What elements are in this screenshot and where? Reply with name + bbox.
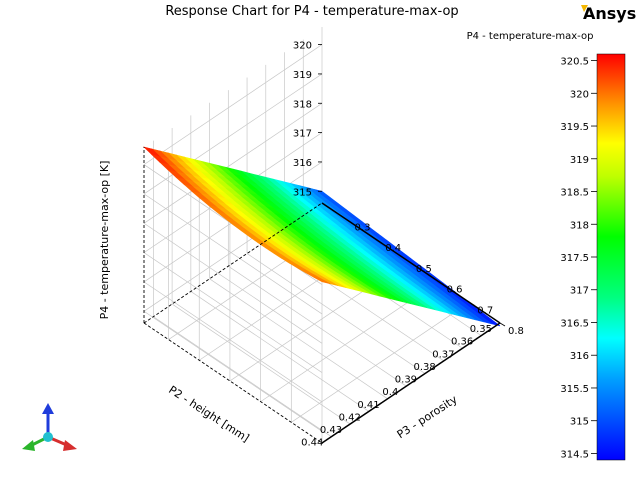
x-tick-mark <box>494 322 501 327</box>
grid-line <box>209 278 388 400</box>
front-right-base-edge <box>321 322 501 444</box>
x-tick-label: 0.38 <box>414 362 436 373</box>
x-tick-label: 0.36 <box>451 337 473 348</box>
z-tick-label: 319 <box>293 70 312 81</box>
legend-tick-label: 318 <box>570 220 589 231</box>
y-tick-label: 0.8 <box>508 326 524 337</box>
legend: P4 - temperature-max-op 320.5 320 319.5 319… <box>467 31 626 461</box>
y-tick-label: 0.6 <box>447 285 463 296</box>
x-tick-mark <box>363 411 370 415</box>
legend-tick-label: 318.5 <box>560 188 589 199</box>
x-tick-label: 0.42 <box>339 412 361 423</box>
y-axis-label: P3 - porosity <box>395 393 460 442</box>
y-tick-label: 0.4 <box>385 243 401 254</box>
x-tick-mark <box>382 398 388 403</box>
grid-line <box>143 103 323 344</box>
legend-tick-label: 314.5 <box>560 449 589 460</box>
axis-ticks: 3153163173183193200.350.360.370.380.390.… <box>293 41 524 449</box>
grid-line <box>153 316 332 437</box>
x-tick-label: 0.4 <box>382 387 398 398</box>
grid-line <box>291 302 470 423</box>
x-tick-mark <box>476 335 482 339</box>
orientation-triad[interactable] <box>22 403 77 451</box>
x-tick-mark <box>344 423 351 428</box>
triad-origin <box>43 432 53 442</box>
back-right-base-edge <box>143 322 323 444</box>
x-tick-mark <box>326 436 332 441</box>
grid-line <box>190 291 370 412</box>
surface-cell <box>313 277 331 284</box>
grid-line <box>246 253 426 374</box>
triad-z-arrow <box>42 403 54 414</box>
legend-tick-label: 319 <box>570 155 589 166</box>
legend-tick-label: 315.5 <box>560 384 589 395</box>
legend-tick-label: 317 <box>570 286 589 297</box>
legend-tick-label: 320 <box>570 89 589 100</box>
x-tick-label: 0.41 <box>357 400 379 411</box>
legend-tick-label: 315 <box>570 417 589 428</box>
z-tick-label: 318 <box>293 99 312 110</box>
chart-title: Response Chart for P4 - temperature-max-… <box>165 4 458 19</box>
legend-tick-label: 319.5 <box>560 122 589 133</box>
y-tick-mark <box>377 239 383 244</box>
x-tick-mark <box>419 373 426 377</box>
x-tick-label: 0.37 <box>432 349 454 360</box>
x-tick-label: 0.39 <box>395 375 417 386</box>
x-axis-label: P2 - height [mm] <box>166 383 251 445</box>
legend-title: P4 - temperature-max-op <box>467 31 594 42</box>
back-left-base-edge <box>143 202 323 324</box>
x-tick-mark <box>401 385 407 390</box>
legend-tick-label: 317.5 <box>560 253 589 264</box>
legend-tick-label: 320.5 <box>560 57 589 68</box>
x-tick-label: 0.35 <box>470 324 492 335</box>
z-axis-label: P4 - temperature-max-op [K] <box>98 161 111 320</box>
z-tick-label: 316 <box>293 158 312 169</box>
y-tick-label: 0.5 <box>416 264 432 275</box>
z-tick-label: 320 <box>293 41 312 52</box>
x-tick-label: 0.43 <box>320 425 342 436</box>
grid-line <box>143 73 323 315</box>
z-tick-label: 315 <box>293 187 312 198</box>
x-tick-label: 0.44 <box>301 438 323 449</box>
z-tick-label: 317 <box>293 129 312 140</box>
legend-tick-label: 316.5 <box>560 318 589 329</box>
triad-x-arrow <box>63 440 77 451</box>
x-tick-mark <box>457 347 463 352</box>
y-tick-mark <box>346 219 352 223</box>
legend-ticks: 320.5 320 319.5 319 318.5 318 317.5 317 316.5 316… <box>560 57 597 460</box>
y-tick-mark <box>469 301 475 306</box>
legend-colorbar <box>596 53 626 461</box>
ansys-logo-text: Ansys <box>583 4 636 23</box>
y-tick-mark <box>407 260 414 265</box>
triad-y-arrow <box>22 440 35 451</box>
x-tick-mark <box>438 360 444 365</box>
legend-tick-label: 316 <box>570 351 589 362</box>
y-tick-label: 0.7 <box>477 305 493 316</box>
y-tick-mark <box>499 322 506 327</box>
ansys-logo-mark <box>581 5 588 12</box>
grid-line <box>171 303 351 425</box>
grid-line <box>228 265 407 387</box>
y-tick-mark <box>438 281 444 285</box>
y-tick-label: 0.3 <box>355 223 371 234</box>
ansys-logo: Ansys <box>581 4 636 23</box>
